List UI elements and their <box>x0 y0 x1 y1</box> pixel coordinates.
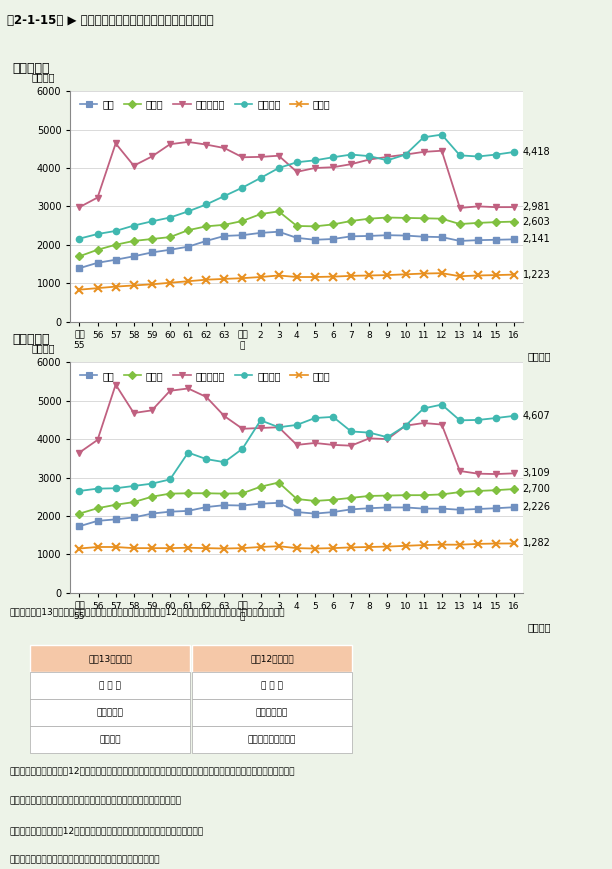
Bar <box>192 646 352 673</box>
Text: 平成12年度まで: 平成12年度まで <box>250 654 294 663</box>
Text: 4,418: 4,418 <box>523 147 550 157</box>
Bar <box>30 673 190 700</box>
Text: 第2-1-15図 ▶ 我が国の研究者１人当たりの研究費の推移: 第2-1-15図 ▶ 我が国の研究者１人当たりの研究費の推移 <box>7 15 214 27</box>
Bar <box>30 726 190 753</box>
Text: 平成13年度から: 平成13年度から <box>88 654 132 663</box>
Text: 民営を除く研究機関: 民営を除く研究機関 <box>248 735 296 744</box>
Text: 民営研究機関: 民営研究機関 <box>256 708 288 717</box>
Bar <box>192 700 352 726</box>
Legend: 全体, 企業等, 非営利団体, 公的機関, 大学等: 全体, 企業等, 非営利団体, 公的機関, 大学等 <box>80 100 330 109</box>
Text: 1,282: 1,282 <box>523 539 550 548</box>
Text: 2,981: 2,981 <box>523 202 550 212</box>
Text: 資料：総務省「科学技術研究調査報告」、総務省統計局データ: 資料：総務省「科学技術研究調査報告」、総務省統計局データ <box>9 855 160 865</box>
Text: （年度）: （年度） <box>528 622 551 633</box>
Bar <box>30 646 190 673</box>
Text: 除く研究機関）は、研究者数として本務者の値を使用している。: 除く研究機関）は、研究者数として本務者の値を使用している。 <box>9 796 181 806</box>
Text: （万円）: （万円） <box>32 343 55 353</box>
Text: 1,223: 1,223 <box>523 269 550 280</box>
Text: 2,603: 2,603 <box>523 216 550 227</box>
Text: 注）１．平成13年度から調査対象区分が変更されたため、平成12年度まではそれぞれ次の区分の数値である。: 注）１．平成13年度から調査対象区分が変更されたため、平成12年度まではそれぞれ… <box>9 607 285 617</box>
Text: 2,226: 2,226 <box>523 502 551 512</box>
Text: 2,141: 2,141 <box>523 235 550 244</box>
Text: 公的機関: 公的機関 <box>99 735 121 744</box>
Bar <box>30 700 190 726</box>
Bar <box>192 673 352 700</box>
Text: 4,607: 4,607 <box>523 411 550 421</box>
Text: （年度）: （年度） <box>528 351 551 362</box>
Legend: 全体, 企業等, 非営利団体, 公的機関, 大学等: 全体, 企業等, 非営利団体, 公的機関, 大学等 <box>80 371 330 381</box>
Text: ３．実質値は、平成12年度基準の研究費デフレータを用いて計算している。: ３．実質値は、平成12年度基準の研究費デフレータを用いて計算している。 <box>9 826 203 835</box>
Text: 3,109: 3,109 <box>523 468 550 478</box>
Text: 非営利団体: 非営利団体 <box>97 708 123 717</box>
Bar <box>192 726 352 753</box>
Text: （万円）: （万円） <box>32 72 55 82</box>
Text: 2,700: 2,700 <box>523 484 550 494</box>
Text: （２）実質: （２）実質 <box>12 334 50 346</box>
Text: 企 業 等: 企 業 等 <box>99 681 121 690</box>
Text: ２．大学等並びに平成12年度までの全体、企業等（会社等）、非営利団体（民営研究機関）及び公的機関（民営を: ２．大学等並びに平成12年度までの全体、企業等（会社等）、非営利団体（民営研究機… <box>9 766 294 776</box>
Text: 会 社 等: 会 社 等 <box>261 681 283 690</box>
Text: （１）名目: （１）名目 <box>12 63 50 75</box>
